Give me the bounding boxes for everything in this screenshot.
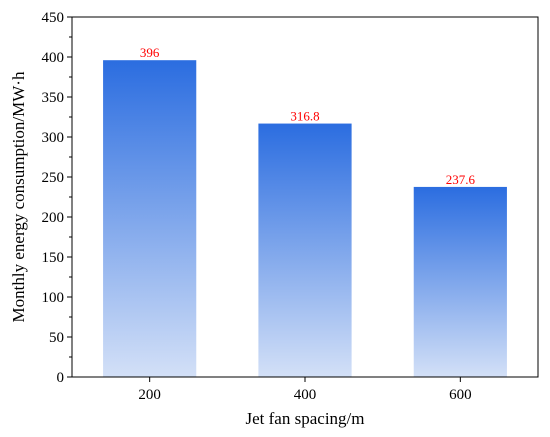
y-tick-label: 300 <box>42 130 65 146</box>
bar-200 <box>103 60 197 377</box>
bars-layer <box>103 60 507 377</box>
y-tick-label: 400 <box>42 50 65 66</box>
y-tick-label: 450 <box>42 10 65 26</box>
y-tick-label: 100 <box>42 290 65 306</box>
y-tick-label: 150 <box>42 250 65 266</box>
y-axis-ticks: 0 50 100 150 200 250 300 350 400 450 <box>42 10 72 386</box>
bar-600 <box>413 186 507 377</box>
y-tick-label: 200 <box>42 210 65 226</box>
y-tick-label: 350 <box>42 90 65 106</box>
x-axis-ticks: 200 400 600 <box>138 377 472 403</box>
data-label-600: 237.6 <box>446 172 476 187</box>
data-label-200: 396 <box>140 45 160 60</box>
y-axis-title: Monthly energy consumption/MW·h <box>9 71 28 322</box>
y-tick-label: 50 <box>49 330 64 346</box>
y-tick-label: 0 <box>57 370 65 386</box>
x-axis-title: Jet fan spacing/m <box>246 409 365 428</box>
x-tick-label: 600 <box>449 387 472 403</box>
data-label-400: 316.8 <box>290 109 319 124</box>
x-tick-label: 200 <box>138 387 161 403</box>
bar-400 <box>258 123 352 377</box>
y-tick-label: 250 <box>42 170 65 186</box>
x-tick-label: 400 <box>294 387 317 403</box>
data-labels-layer: 396 316.8 237.6 <box>140 45 476 187</box>
